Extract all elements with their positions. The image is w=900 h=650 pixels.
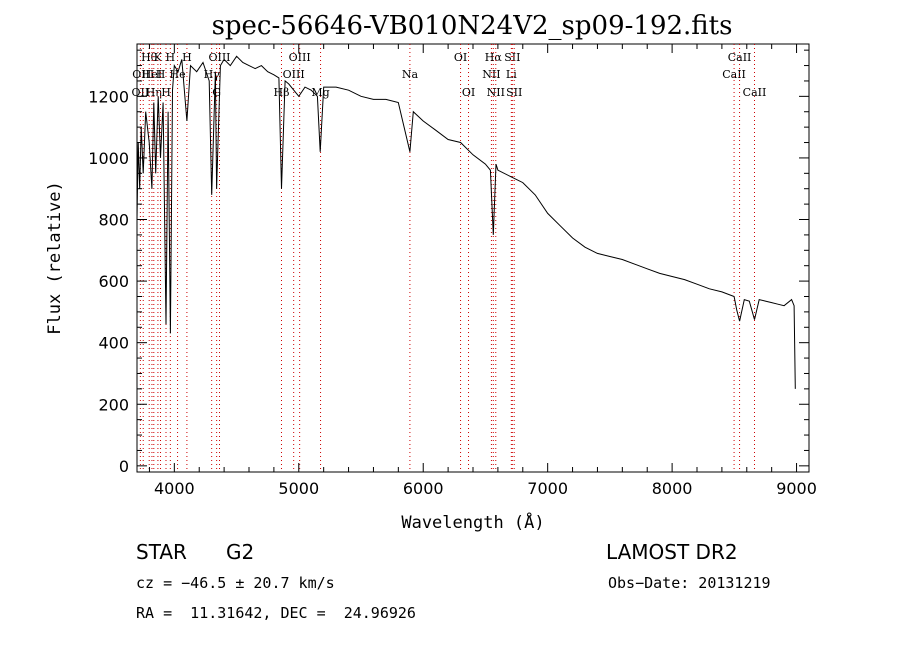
marker-label: H: [161, 86, 171, 99]
observation-date: Obs−Date: 20131219: [608, 574, 771, 592]
y-axis-label: Flux (relative): [45, 181, 65, 335]
marker-label: Hβ: [274, 86, 290, 99]
marker-label: OIII: [283, 68, 305, 81]
y-tick-label: 1000: [88, 149, 129, 168]
marker-label: CaII: [722, 68, 746, 81]
marker-label: K: [154, 51, 163, 64]
marker-label: NII: [482, 68, 500, 81]
coordinates: RA = 11.31642, DEC = 24.96926: [136, 604, 416, 622]
series-layer: [136, 55, 796, 389]
y-tick-label: 1200: [88, 87, 129, 106]
survey-name: LAMOST DR2: [606, 540, 738, 564]
x-tick-label: 4000: [154, 479, 195, 498]
x-axis-label: Wavelength (Å): [401, 511, 544, 533]
marker-label: H: [182, 51, 192, 64]
marker-label: CaII: [743, 86, 767, 99]
marker-label: Hα: [485, 51, 503, 64]
marker-label: OI: [462, 86, 475, 99]
marker-label: Hη: [146, 86, 162, 99]
marker-label: Hγ: [204, 68, 221, 81]
redshift-cz: cz = −46.5 ± 20.7 km/s: [136, 574, 335, 592]
y-tick-label: 200: [98, 395, 129, 414]
y-tick-label: 0: [119, 457, 129, 476]
x-tick-label: 8000: [652, 479, 693, 498]
marker-label: SII: [506, 86, 522, 99]
marker-label: H: [166, 51, 176, 64]
marker-label: NII: [487, 86, 505, 99]
x-tick-label: 5000: [278, 479, 319, 498]
marker-label: HeI: [142, 68, 162, 81]
x-tick-label: 9000: [776, 479, 817, 498]
marker-label: Li: [506, 68, 517, 81]
object-class: STAR: [136, 540, 187, 564]
marker-label: OII: [132, 86, 150, 99]
spectral-line-markers: OIIOIIIHθHeIHηKHHHHeHHγGOIIIHβOIIIOIIIMg…: [132, 44, 767, 472]
marker-label: SII: [504, 51, 520, 64]
marker-label: Na: [402, 68, 419, 81]
plot-frame: [136, 43, 810, 473]
marker-label: Mg: [311, 86, 329, 99]
marker-label: H: [156, 68, 166, 81]
axis-ticks: 4000 5000 6000 7000 8000 9000 0 200 400 600 800 100…: [88, 44, 817, 498]
marker-label: CaII: [728, 51, 752, 64]
x-tick-label: 7000: [527, 479, 568, 498]
y-tick-label: 800: [98, 211, 129, 230]
spectral-subclass: G2: [226, 540, 255, 564]
chart-title: spec-56646-VB010N24V2_sp09-192.fits: [212, 11, 733, 41]
y-tick-label: 400: [98, 334, 129, 353]
y-tick-label: 600: [98, 272, 129, 291]
x-tick-label: 6000: [403, 479, 444, 498]
marker-label: OIII: [289, 51, 311, 64]
spectrum-line: [136, 55, 796, 389]
marker-label: G: [212, 86, 221, 99]
marker-label: OIII: [132, 68, 154, 81]
marker-label: OI: [454, 51, 467, 64]
